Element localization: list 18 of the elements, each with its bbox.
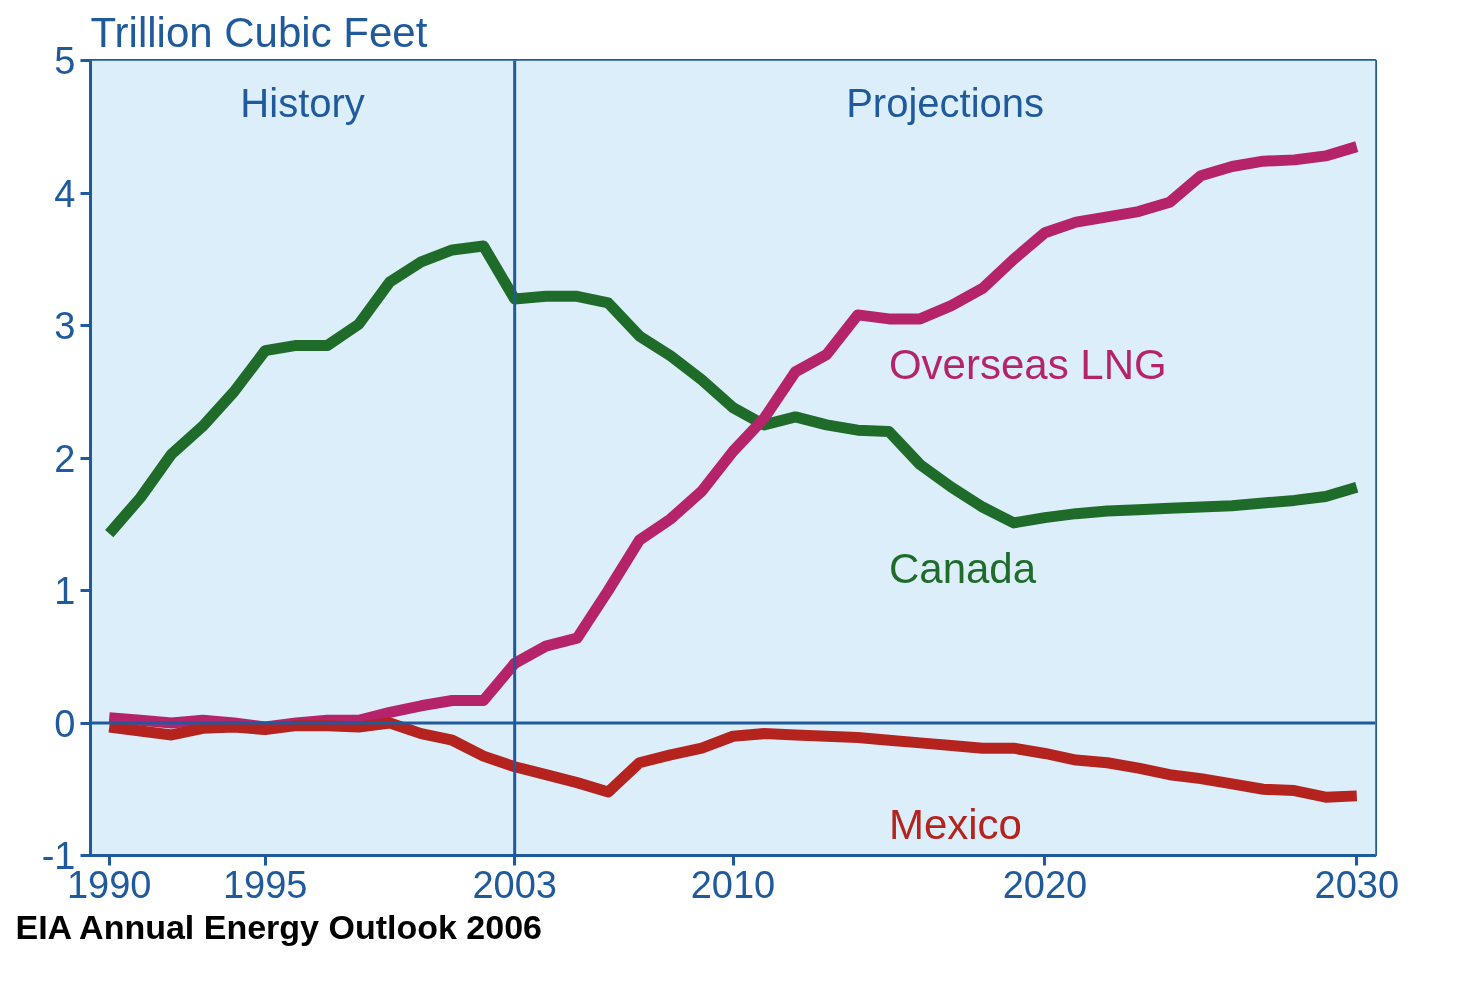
- x-tick-label: 2030: [1314, 863, 1400, 906]
- series-label: Canada: [888, 544, 1037, 592]
- y-tick-label: 0: [54, 702, 76, 745]
- text: EIA Annual Energy Outlook 2006: [15, 907, 542, 946]
- x-tick-label: 2020: [1002, 863, 1088, 906]
- x-tick-label: 2003: [472, 863, 557, 906]
- band-label: Projections: [846, 80, 1045, 125]
- y-tick-label: 2: [54, 437, 76, 480]
- y-tick-label: 4: [54, 172, 76, 215]
- x-tick-label: 1995: [222, 863, 308, 906]
- band-label: History: [240, 80, 365, 125]
- y-tick-label: 1: [54, 570, 76, 612]
- y-tick-label: 3: [54, 305, 76, 347]
- y-tick-label: 5: [54, 40, 76, 82]
- y-axis-title: Trillion Cubic Feet: [90, 8, 428, 56]
- series-label: Mexico: [888, 800, 1022, 848]
- x-tick-label: 2010: [690, 863, 776, 906]
- series-label: Overseas LNG: [888, 340, 1167, 388]
